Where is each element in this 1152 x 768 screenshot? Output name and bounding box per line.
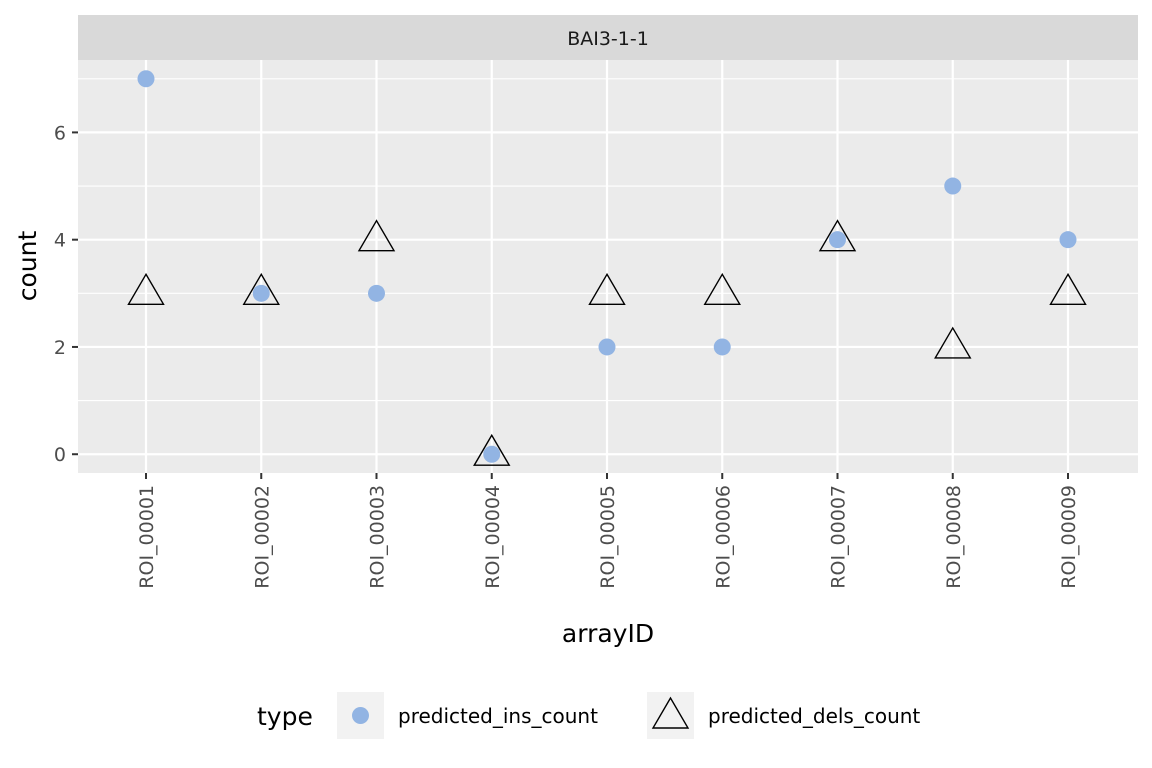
point-predicted-dels-count xyxy=(127,272,165,306)
x-tick-label: ROI_00006 xyxy=(712,485,734,589)
x-tick-label: ROI_00004 xyxy=(482,485,504,589)
y-axis-title: count xyxy=(13,231,42,302)
legend-label-dels: predicted_dels_count xyxy=(708,704,920,728)
point-predicted-dels-count xyxy=(473,433,511,466)
point-predicted-dels-count xyxy=(934,326,972,359)
legend-key-dels-marker xyxy=(651,696,690,729)
legend-title: type xyxy=(257,702,313,731)
point-predicted-ins-count xyxy=(829,231,846,249)
point-predicted-dels-count xyxy=(818,219,857,252)
legend: type predicted_ins_count predicted_dels_… xyxy=(257,692,920,739)
y-tick-label: 6 xyxy=(54,122,66,144)
x-tick-label: ROI_00002 xyxy=(251,485,273,589)
facet-strip xyxy=(78,15,1138,60)
y-tick-label: 2 xyxy=(54,337,66,359)
point-predicted-ins-count xyxy=(1059,231,1077,249)
point-predicted-dels-count xyxy=(357,219,396,252)
series-predicted-ins-count xyxy=(137,70,1077,463)
x-tick-label: ROI_00003 xyxy=(367,485,389,589)
point-predicted-dels-count xyxy=(703,272,741,306)
point-predicted-ins-count xyxy=(252,284,270,302)
y-axis: 0 2 4 6 xyxy=(54,122,78,466)
point-predicted-ins-count xyxy=(137,70,155,88)
point-predicted-dels-count xyxy=(588,272,626,306)
x-tick-label: ROI_00007 xyxy=(828,485,850,589)
point-predicted-ins-count xyxy=(944,177,962,195)
point-predicted-ins-count xyxy=(713,338,731,356)
series-predicted-dels-count xyxy=(127,219,1087,466)
x-axis: ROI_00001 ROI_00002 ROI_00003 ROI_00004 ROI_… xyxy=(136,473,1080,589)
point-predicted-ins-count xyxy=(598,338,616,356)
point-predicted-ins-count xyxy=(483,445,501,463)
y-tick-label: 4 xyxy=(54,230,66,252)
y-tick-label: 0 xyxy=(54,444,66,466)
x-tick-label: ROI_00005 xyxy=(597,485,619,589)
facet-strip-label: BAI3-1-1 xyxy=(567,28,649,50)
point-predicted-dels-count xyxy=(242,272,280,306)
legend-label-ins: predicted_ins_count xyxy=(398,704,598,728)
point-predicted-ins-count xyxy=(368,284,385,302)
x-tick-label: ROI_00001 xyxy=(136,485,158,589)
legend-key-ins-marker xyxy=(352,707,369,724)
x-tick-label: ROI_00009 xyxy=(1058,485,1080,589)
legend-key-dels-bg xyxy=(647,692,694,739)
point-predicted-dels-count xyxy=(1049,272,1087,306)
x-tick-label: ROI_00008 xyxy=(943,485,965,589)
x-axis-title: arrayID xyxy=(562,619,654,648)
